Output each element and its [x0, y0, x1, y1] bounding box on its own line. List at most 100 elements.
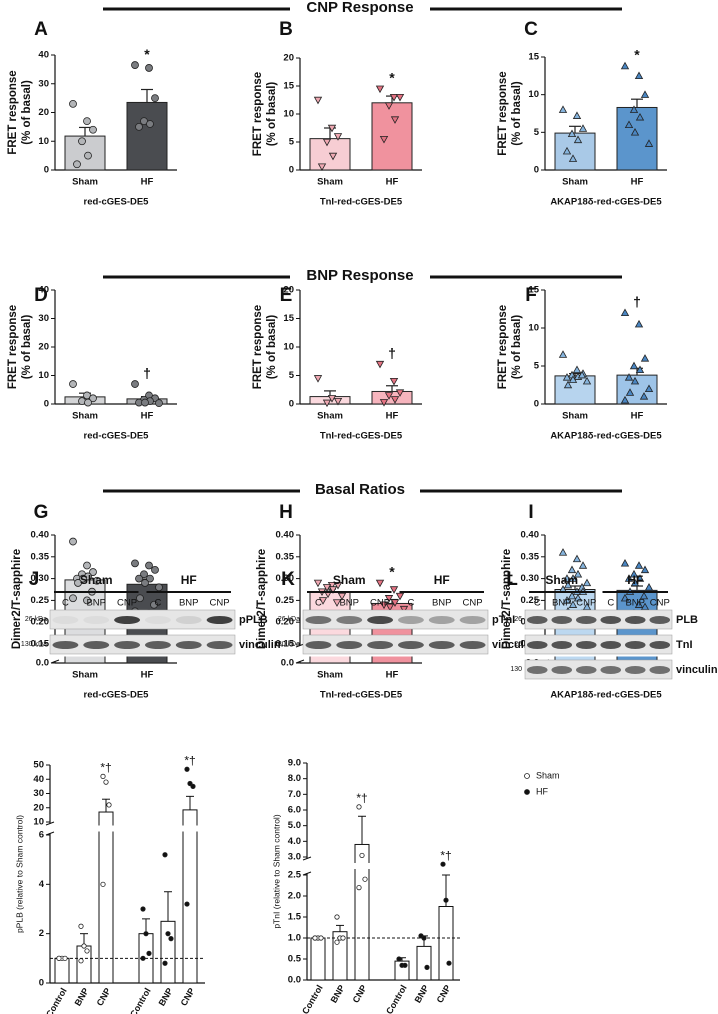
data-point	[573, 593, 583, 602]
panel-label: I	[528, 502, 533, 523]
x-tick-label: HF	[386, 411, 399, 422]
data-point	[384, 392, 394, 400]
data-point	[103, 779, 109, 785]
data-point	[567, 129, 577, 138]
y-tick-label: 2.5	[288, 870, 302, 881]
y-tick-label: 0.40	[276, 530, 295, 541]
data-point	[640, 565, 650, 574]
panel-label: A	[34, 19, 48, 40]
size-marker: 26 kDa	[25, 616, 47, 623]
x-tick-label: Sham	[317, 177, 343, 188]
bar	[416, 945, 432, 981]
y-tick-label: 2	[39, 928, 44, 939]
data-point	[443, 897, 449, 903]
data-point	[620, 61, 630, 70]
data-point	[524, 773, 530, 779]
data-point	[83, 596, 91, 605]
group-label: Sham	[545, 573, 578, 587]
y-tick-label: 6.0	[288, 805, 301, 816]
data-point	[155, 399, 163, 408]
bar	[64, 135, 106, 171]
blot-band	[575, 641, 597, 649]
data-point	[322, 584, 332, 592]
data-point	[562, 373, 572, 381]
x-axis-label: TnI-red-cGES-DE5	[320, 431, 403, 442]
blot-band	[551, 616, 573, 624]
x-axis-label: AKAP18δ-red-cGES-DE5	[550, 197, 662, 208]
data-point	[524, 789, 530, 795]
y-axis-label: Dimer2/T-sapphire	[501, 549, 513, 649]
blot-strip	[302, 609, 489, 630]
data-point	[337, 592, 347, 601]
data-point	[184, 901, 190, 907]
blot-strip	[49, 609, 236, 630]
data-point	[389, 378, 399, 386]
blot-band	[649, 666, 671, 674]
y-axis-label: (% of basal)	[511, 81, 523, 146]
blot-band	[144, 616, 171, 624]
data-point	[567, 565, 577, 574]
y-tick-label: 0.5	[288, 954, 302, 965]
data-point	[395, 592, 405, 601]
y-tick-label: 5	[289, 370, 295, 381]
data-point	[83, 561, 91, 570]
y-tick-label: 0.25	[31, 595, 50, 606]
y-tick-label: 5	[289, 137, 295, 148]
lane-label: BNP	[339, 598, 359, 609]
data-point	[328, 152, 338, 161]
data-point	[634, 561, 644, 569]
protein-label: vinculin	[492, 639, 534, 651]
blot-band	[83, 616, 110, 624]
data-point	[424, 964, 430, 971]
blot-band	[526, 616, 548, 624]
y-tick-label: 0.15	[276, 639, 295, 650]
lane-label: BNP	[552, 598, 572, 609]
blot-band	[175, 616, 202, 624]
data-point	[620, 308, 630, 316]
data-point	[634, 71, 644, 80]
data-point	[573, 135, 583, 144]
lane-label: C	[154, 598, 161, 609]
blot-band	[336, 616, 363, 624]
panel-label: B	[279, 19, 293, 40]
data-point	[131, 61, 139, 69]
blot-band	[624, 641, 646, 649]
protein-label: pTnI	[492, 614, 515, 626]
data-point	[106, 802, 112, 808]
y-tick-label: 2.0	[288, 891, 301, 902]
y-tick-label: 10	[38, 370, 49, 381]
data-point	[190, 783, 196, 789]
data-point	[572, 554, 582, 563]
data-point	[69, 380, 77, 388]
y-tick-label: 0.0	[36, 658, 49, 669]
blot-band	[52, 641, 79, 649]
size-marker: 26 kDa	[278, 616, 300, 623]
data-point	[379, 601, 389, 610]
data-point	[399, 605, 409, 614]
significance-mark: *†	[184, 753, 195, 767]
axis-break	[45, 821, 55, 826]
blot-band	[624, 666, 646, 674]
data-point	[140, 955, 146, 961]
legend-label: HF	[536, 786, 548, 796]
y-tick-label: 40	[38, 50, 49, 61]
bar	[554, 132, 596, 171]
lane-label: BNP	[86, 598, 106, 609]
data-point	[140, 906, 146, 912]
data-point	[327, 395, 337, 403]
data-point	[84, 948, 90, 954]
lane-label: C	[62, 598, 69, 609]
data-point	[56, 955, 62, 961]
panel-label: K	[281, 569, 295, 590]
x-tick-label: Sham	[72, 177, 98, 188]
lane-label: CNP	[370, 598, 390, 609]
blot-band	[600, 616, 622, 624]
significance-mark: *	[389, 564, 395, 580]
y-tick-label: 0.40	[521, 530, 540, 541]
x-tick-label: HF	[631, 177, 644, 188]
x-tick-label: HF	[631, 411, 644, 422]
y-axis-label: Dimer2/T-sapphire	[11, 549, 23, 649]
blot-band	[336, 641, 363, 649]
data-point	[582, 602, 592, 611]
data-point	[81, 943, 87, 949]
